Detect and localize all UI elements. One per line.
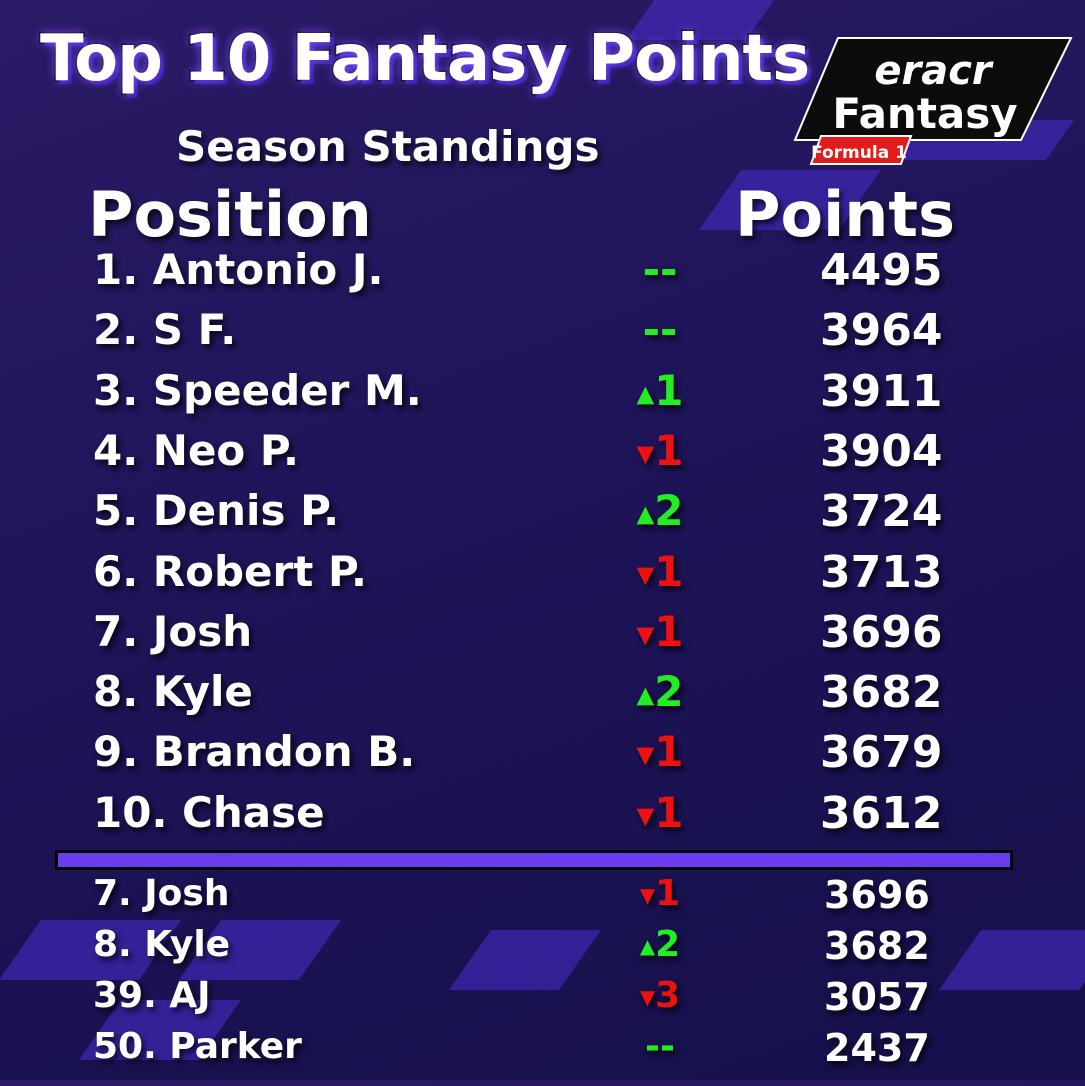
- rank-change: ▲1: [600, 366, 720, 415]
- standings-row: 5. Denis P. ▲2 3724: [0, 486, 1085, 546]
- down-arrow-icon: ▼: [636, 441, 655, 468]
- player-points: 4495: [820, 245, 943, 296]
- player-name: 4. Neo P.: [93, 425, 299, 475]
- down-arrow-icon: ▼: [636, 742, 655, 769]
- standings-row: 4. Neo P. ▼1 3904: [0, 426, 1085, 486]
- rank-change-value: 2: [655, 924, 681, 965]
- svg-text:eracr: eracr: [874, 48, 994, 94]
- player-points: 3964: [820, 305, 943, 357]
- up-arrow-icon: ▲: [639, 935, 656, 959]
- standings-row: 3. Speeder M. ▲1 3911: [0, 366, 1085, 426]
- standings-row: 8. Kyle ▲2 3682: [0, 667, 1085, 727]
- rank-change-value: --: [642, 305, 678, 355]
- player-points: 2437: [824, 1026, 930, 1070]
- player-points: 3612: [820, 787, 943, 839]
- rank-change-value: 1: [655, 873, 681, 914]
- rank-change: ▼3: [600, 975, 720, 1016]
- player-name: 8. Kyle: [93, 924, 231, 965]
- player-points: 3682: [820, 667, 943, 719]
- rank-change-value: 2: [654, 667, 684, 717]
- player-name: 6. Robert P.: [93, 546, 367, 596]
- standings-row: 10. Chase ▼1 3612: [0, 788, 1085, 848]
- rank-change: ▲2: [600, 924, 720, 965]
- player-name: 3. Speeder M.: [93, 365, 422, 415]
- eracr-fantasy-logo: eracr Fantasy Formula 1: [793, 36, 1073, 165]
- player-points: 3682: [824, 924, 930, 968]
- rank-change: ▼1: [600, 873, 720, 914]
- standings-row: 8. Kyle ▲2 3682: [0, 924, 1085, 984]
- svg-text:Fantasy: Fantasy: [832, 89, 1017, 138]
- player-name: 8. Kyle: [93, 667, 253, 717]
- up-arrow-icon: ▲: [636, 501, 655, 528]
- down-arrow-icon: ▼: [636, 803, 655, 830]
- standings-row: 1. Antonio J. -- 4495: [0, 245, 1085, 305]
- rank-change: --: [600, 305, 720, 354]
- rank-change: ▼1: [600, 727, 720, 776]
- player-name: 5. Denis P.: [93, 486, 340, 536]
- down-arrow-icon: ▼: [636, 622, 655, 649]
- page-subtitle: Season Standings: [176, 122, 600, 171]
- rank-change-value: --: [645, 1026, 675, 1067]
- standings-row: 6. Robert P. ▼1 3713: [0, 547, 1085, 607]
- player-points: 3904: [820, 425, 943, 477]
- points-header: Points: [735, 178, 955, 251]
- rank-change: --: [600, 245, 720, 294]
- rank-change: ▼1: [600, 607, 720, 656]
- rank-change-value: 1: [654, 365, 684, 415]
- position-header: Position: [88, 178, 372, 251]
- down-arrow-icon: ▼: [639, 986, 656, 1010]
- down-arrow-icon: ▼: [636, 562, 655, 589]
- player-name: 1. Antonio J.: [93, 245, 384, 294]
- player-name: 50. Parker: [93, 1026, 302, 1067]
- down-arrow-icon: ▼: [639, 884, 656, 908]
- player-name: 9. Brandon B.: [93, 727, 416, 777]
- player-name: 10. Chase: [93, 787, 325, 837]
- player-name: 7. Josh: [93, 606, 253, 656]
- standings-row: 7. Josh ▼1 3696: [0, 607, 1085, 667]
- standings-row: 39. AJ ▼3 3057: [0, 975, 1085, 1035]
- rank-change: ▼1: [600, 426, 720, 475]
- player-points: 3057: [824, 975, 930, 1019]
- standings-row: 2. S F. -- 3964: [0, 305, 1085, 365]
- player-points: 3713: [820, 546, 943, 598]
- svg-text:Formula 1: Formula 1: [811, 143, 907, 163]
- player-points: 3679: [820, 727, 943, 779]
- player-name: 7. Josh: [93, 873, 230, 914]
- up-arrow-icon: ▲: [636, 682, 655, 709]
- rank-change-value: 1: [654, 606, 684, 656]
- rank-change: ▲2: [600, 486, 720, 535]
- rank-change-value: 3: [655, 975, 681, 1016]
- rank-change: --: [600, 1026, 720, 1067]
- rank-change-value: 1: [654, 546, 684, 596]
- player-points: 3724: [820, 486, 943, 538]
- up-arrow-icon: ▲: [636, 381, 655, 408]
- rank-change: ▲2: [600, 667, 720, 716]
- standings-row: 9. Brandon B. ▼1 3679: [0, 727, 1085, 787]
- rank-change-value: --: [642, 245, 678, 294]
- player-points: 3911: [820, 365, 943, 417]
- divider: [55, 850, 1013, 870]
- page-title: Top 10 Fantasy Points: [38, 21, 811, 98]
- rank-change: ▼1: [600, 547, 720, 596]
- rank-change-value: 2: [654, 486, 684, 536]
- rank-change: ▼1: [600, 788, 720, 837]
- rank-change-value: 1: [654, 425, 684, 475]
- player-points: 3696: [820, 606, 943, 658]
- standings-row: 7. Josh ▼1 3696: [0, 873, 1085, 933]
- rank-change-value: 1: [654, 787, 684, 837]
- rank-change-value: 1: [654, 727, 684, 777]
- player-name: 2. S F.: [93, 305, 237, 355]
- player-points: 3696: [824, 873, 930, 917]
- player-name: 39. AJ: [93, 975, 211, 1016]
- standings-row: 50. Parker -- 2437: [0, 1026, 1085, 1086]
